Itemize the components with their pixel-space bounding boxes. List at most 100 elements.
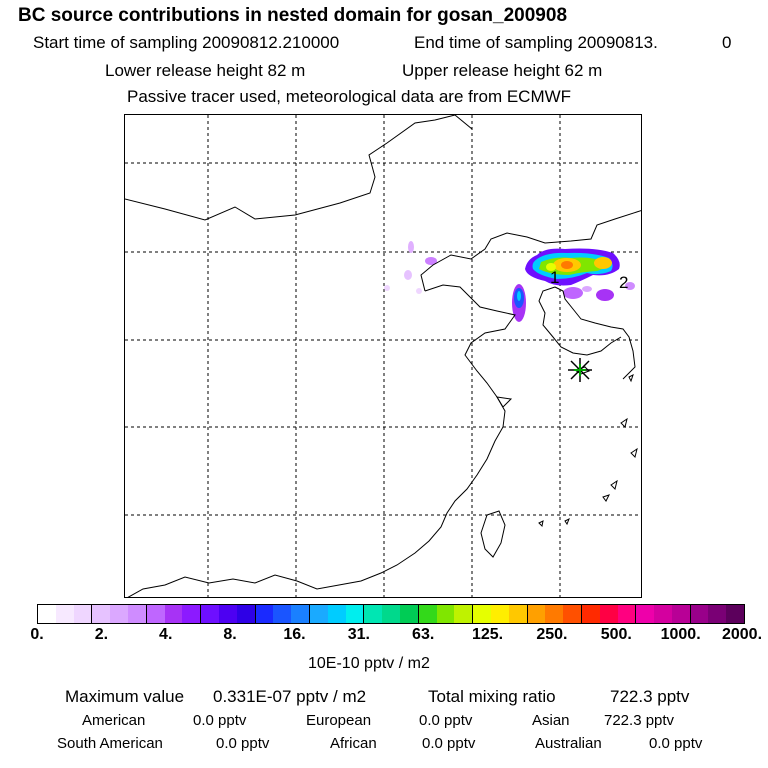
colorbar-swatch: [327, 605, 346, 623]
colorbar-tick-label: 2000.: [721, 626, 763, 643]
end-time-value: 0: [722, 33, 732, 52]
border-line: [125, 115, 456, 221]
plume-blob: [425, 257, 437, 265]
colorbar-swatch: [182, 605, 202, 623]
colorbar-swatch: [92, 605, 111, 623]
max-value: 0.331E-07 pptv / m2: [213, 687, 367, 706]
lower-release-height: Lower release height 82 m: [105, 61, 306, 80]
colorbar-swatch: [218, 605, 237, 623]
colorbar-swatch: [654, 605, 672, 623]
colorbar-tick-label: 63.: [412, 626, 435, 643]
plume-blob: [517, 291, 521, 301]
colorbar-swatch: [55, 605, 74, 623]
island: [628, 374, 634, 383]
colorbar-swatch: [454, 605, 474, 623]
colorbar-tick-label: 8.: [223, 626, 237, 643]
colorbar-swatch: [146, 605, 165, 623]
colorbar-tick-label: 16.: [283, 626, 306, 643]
coastline: [125, 115, 641, 597]
south-american-value: 0.0 pptv: [216, 735, 270, 752]
border-line: [420, 210, 641, 292]
colorbar-swatch: [726, 605, 745, 623]
colorbar-swatch: [436, 605, 455, 623]
island: [620, 417, 628, 428]
colorbar-swatch: [563, 605, 582, 623]
asian-value: 722.3 pptv: [604, 712, 675, 729]
island: [602, 494, 610, 502]
colorbar-tick-label: 125.: [471, 626, 504, 643]
colorbar-swatch: [382, 605, 400, 623]
concentration-field: [384, 241, 635, 322]
coastline-mainland: [127, 284, 516, 597]
colorbar-tick-label: 0.: [30, 626, 44, 643]
african-label: African: [330, 735, 377, 752]
receptor-star-icon: [568, 358, 592, 382]
colorbar-tick-label: 4.: [159, 626, 173, 643]
colorbar-swatch: [399, 605, 419, 623]
asian-label: Asian: [532, 712, 570, 729]
colorbar-swatch: [38, 605, 56, 623]
colorbar-swatch: [708, 605, 727, 623]
south-american-label: South American: [57, 735, 163, 752]
end-time: End time of sampling 20090813.: [414, 33, 658, 52]
colorbar-tick-label: 1000.: [660, 626, 701, 643]
plume-core: [546, 263, 556, 271]
coastline-detail: [496, 396, 513, 408]
taiwan-island: [480, 510, 506, 558]
american-label: American: [82, 712, 146, 729]
colorbar-unit: 10E-10 pptv / m2: [308, 655, 430, 672]
colorbar-swatch: [508, 605, 528, 623]
colorbar-swatch: [127, 605, 147, 623]
australian-label: Australian: [535, 735, 602, 752]
island: [538, 520, 544, 528]
colorbar-swatch: [527, 605, 546, 623]
australian-value: 0.0 pptv: [649, 735, 703, 752]
plume-blob: [404, 270, 412, 280]
colorbar-swatch: [671, 605, 691, 623]
colorbar-swatch: [617, 605, 637, 623]
colorbar-swatch: [473, 605, 491, 623]
total-mixing-value: 722.3 pptv: [610, 687, 690, 706]
colorbar-swatch: [73, 605, 93, 623]
colorbar-tick-label: 2.: [94, 626, 109, 643]
map-panel: 1 2: [124, 114, 642, 598]
lat-lon-grid: [125, 115, 641, 597]
plume-blob: [384, 285, 390, 291]
colorbar-tick-label: 250.: [536, 626, 568, 643]
colorbar-swatch: [545, 605, 564, 623]
start-time: Start time of sampling 20090812.210000: [33, 33, 340, 52]
plot-title: BC source contributions in nested domain…: [18, 5, 568, 26]
colorbar: [37, 604, 745, 624]
source-marker-1: 1: [550, 268, 559, 287]
coastline-korea: [538, 286, 622, 356]
plume-blob: [408, 241, 414, 253]
island: [630, 447, 638, 458]
total-mixing-label: Total mixing ratio: [428, 687, 556, 706]
plume-blob: [416, 288, 422, 294]
colorbar-swatch: [291, 605, 310, 623]
map-canvas: 1 2: [125, 115, 641, 597]
coastline-korea: [554, 286, 636, 380]
american-value: 0.0 pptv: [193, 712, 247, 729]
plume-blob: [625, 282, 635, 290]
tracer-note: Passive tracer used, meteorological data…: [127, 87, 572, 106]
colorbar-swatch: [110, 605, 128, 623]
colorbar-tick-label: 31.: [347, 626, 370, 643]
upper-release-height: Upper release height 62 m: [402, 61, 603, 80]
colorbar-swatch: [345, 605, 365, 623]
colorbar-swatch: [364, 605, 383, 623]
colorbar-swatch: [599, 605, 618, 623]
colorbar-swatch: [164, 605, 183, 623]
border-line: [454, 115, 473, 130]
source-marker-2: 2: [619, 273, 628, 292]
colorbar-swatch: [273, 605, 292, 623]
plume-blob: [596, 289, 614, 301]
island: [610, 479, 618, 490]
plume-blob: [563, 287, 583, 299]
max-value-label: Maximum value: [65, 687, 185, 706]
colorbar-swatch: [690, 605, 709, 623]
colorbar-swatch: [418, 605, 437, 623]
colorbar-swatch: [255, 605, 274, 623]
colorbar-tick-label: 500.: [600, 626, 632, 643]
colorbar-swatch: [309, 605, 328, 623]
